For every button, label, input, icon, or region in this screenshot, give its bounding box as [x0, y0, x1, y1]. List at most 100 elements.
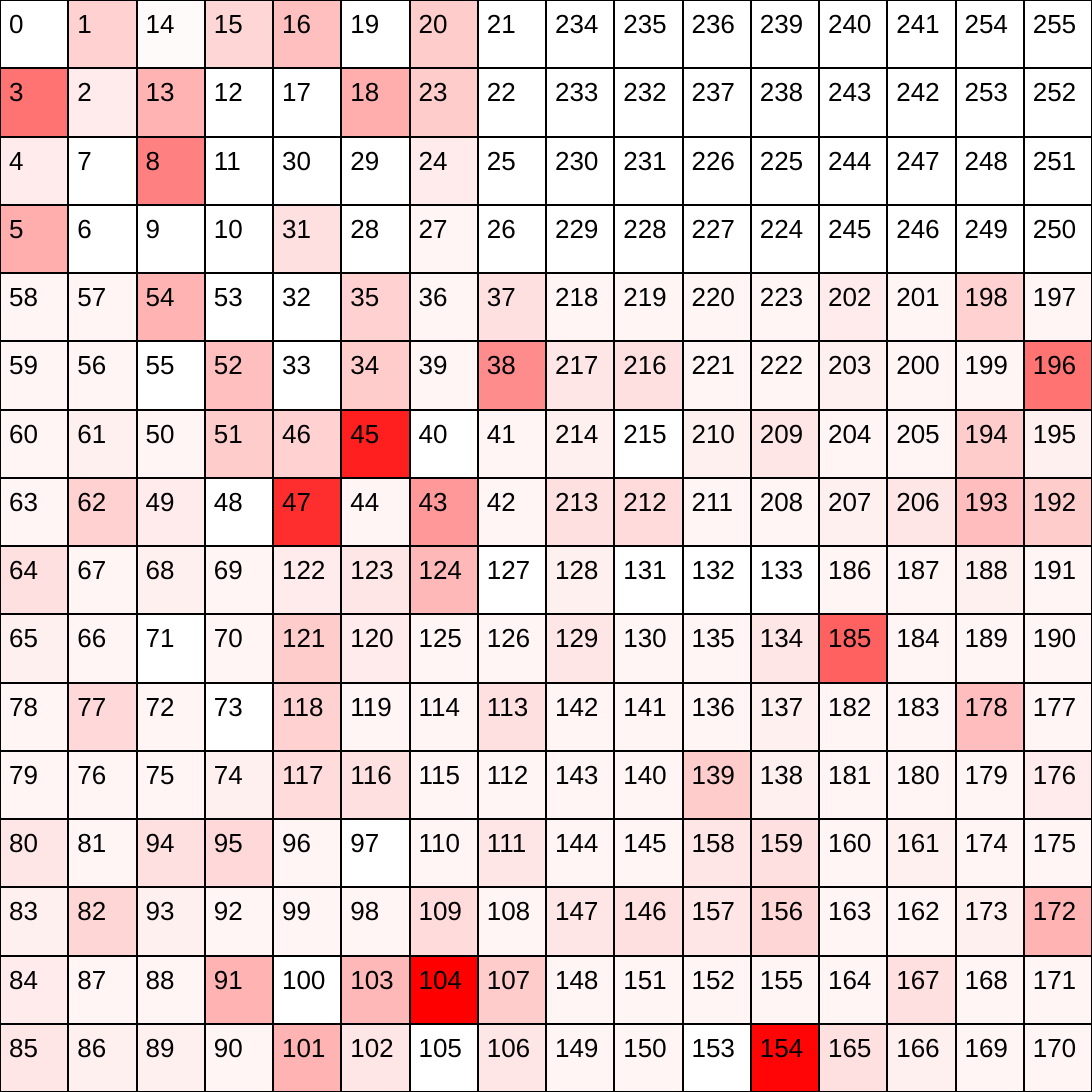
grid-cell: 37 — [477, 273, 546, 342]
grid-cell: 59 — [0, 341, 69, 410]
grid-cell: 191 — [1023, 546, 1092, 615]
grid-cell: 220 — [682, 273, 751, 342]
grid-cell: 44 — [341, 477, 410, 546]
grid-cell: 181 — [819, 750, 888, 819]
grid-cell: 142 — [546, 682, 615, 751]
grid-cell: 172 — [1023, 887, 1092, 956]
grid-cell: 45 — [341, 409, 410, 478]
grid-cell: 38 — [477, 341, 546, 410]
grid-cell: 3 — [0, 68, 69, 137]
grid-cell: 68 — [136, 546, 205, 615]
grid-cell: 137 — [750, 682, 819, 751]
grid-cell: 28 — [341, 204, 410, 273]
grid-cell: 98 — [341, 887, 410, 956]
grid-cell: 231 — [614, 136, 683, 205]
grid-cell: 41 — [477, 409, 546, 478]
grid-cell: 133 — [750, 546, 819, 615]
grid-cell: 164 — [819, 955, 888, 1024]
grid-cell: 236 — [682, 0, 751, 69]
grid-cell: 6 — [68, 204, 137, 273]
grid-cell: 155 — [750, 955, 819, 1024]
grid-cell: 170 — [1023, 1023, 1092, 1092]
grid-cell: 14 — [136, 0, 205, 69]
grid-cell: 144 — [546, 819, 615, 888]
grid-cell: 53 — [204, 273, 273, 342]
grid-cell: 76 — [68, 750, 137, 819]
grid-cell: 108 — [477, 887, 546, 956]
grid-cell: 43 — [409, 477, 478, 546]
grid-cell: 117 — [273, 750, 342, 819]
grid-cell: 112 — [477, 750, 546, 819]
grid-cell: 80 — [0, 819, 69, 888]
grid-cell: 48 — [204, 477, 273, 546]
grid-cell: 243 — [819, 68, 888, 137]
grid-cell: 152 — [682, 955, 751, 1024]
grid-cell: 94 — [136, 819, 205, 888]
grid-cell: 136 — [682, 682, 751, 751]
grid-cell: 217 — [546, 341, 615, 410]
grid-cell: 168 — [955, 955, 1024, 1024]
grid-cell: 70 — [204, 614, 273, 683]
grid-cell: 196 — [1023, 341, 1092, 410]
grid-cell: 29 — [341, 136, 410, 205]
grid-cell: 128 — [546, 546, 615, 615]
grid-cell: 219 — [614, 273, 683, 342]
grid-cell: 206 — [887, 477, 956, 546]
grid-cell: 148 — [546, 955, 615, 1024]
grid-cell: 222 — [750, 341, 819, 410]
grid-cell: 23 — [409, 68, 478, 137]
grid-cell: 234 — [546, 0, 615, 69]
grid-cell: 49 — [136, 477, 205, 546]
grid-cell: 183 — [887, 682, 956, 751]
grid-cell: 103 — [341, 955, 410, 1024]
grid-cell: 118 — [273, 682, 342, 751]
grid-cell: 69 — [204, 546, 273, 615]
grid-cell: 202 — [819, 273, 888, 342]
grid-cell: 71 — [136, 614, 205, 683]
grid-cell: 177 — [1023, 682, 1092, 751]
grid-cell: 229 — [546, 204, 615, 273]
grid-cell: 221 — [682, 341, 751, 410]
grid-cell: 189 — [955, 614, 1024, 683]
grid-cell: 12 — [204, 68, 273, 137]
grid-cell: 107 — [477, 955, 546, 1024]
grid-cell: 51 — [204, 409, 273, 478]
grid-cell: 82 — [68, 887, 137, 956]
grid-cell: 205 — [887, 409, 956, 478]
grid-cell: 40 — [409, 409, 478, 478]
grid-cell: 101 — [273, 1023, 342, 1092]
grid-cell: 226 — [682, 136, 751, 205]
grid-cell: 238 — [750, 68, 819, 137]
grid-cell: 62 — [68, 477, 137, 546]
grid-cell: 247 — [887, 136, 956, 205]
grid-cell: 97 — [341, 819, 410, 888]
grid-cell: 92 — [204, 887, 273, 956]
grid-cell: 134 — [750, 614, 819, 683]
grid-cell: 253 — [955, 68, 1024, 137]
grid-cell: 204 — [819, 409, 888, 478]
grid-cell: 132 — [682, 546, 751, 615]
grid-cell: 102 — [341, 1023, 410, 1092]
grid-cell: 46 — [273, 409, 342, 478]
grid-cell: 212 — [614, 477, 683, 546]
grid-cell: 176 — [1023, 750, 1092, 819]
grid-cell: 179 — [955, 750, 1024, 819]
grid-cell: 244 — [819, 136, 888, 205]
grid-cell: 184 — [887, 614, 956, 683]
grid-cell: 42 — [477, 477, 546, 546]
grid-cell: 225 — [750, 136, 819, 205]
grid-cell: 56 — [68, 341, 137, 410]
grid-cell: 36 — [409, 273, 478, 342]
grid-cell: 22 — [477, 68, 546, 137]
grid-cell: 149 — [546, 1023, 615, 1092]
grid-cell: 57 — [68, 273, 137, 342]
grid-cell: 190 — [1023, 614, 1092, 683]
grid-cell: 235 — [614, 0, 683, 69]
grid-cell: 233 — [546, 68, 615, 137]
grid-cell: 1 — [68, 0, 137, 69]
grid-cell: 242 — [887, 68, 956, 137]
grid-cell: 140 — [614, 750, 683, 819]
grid-cell: 156 — [750, 887, 819, 956]
grid-cell: 106 — [477, 1023, 546, 1092]
grid-cell: 122 — [273, 546, 342, 615]
